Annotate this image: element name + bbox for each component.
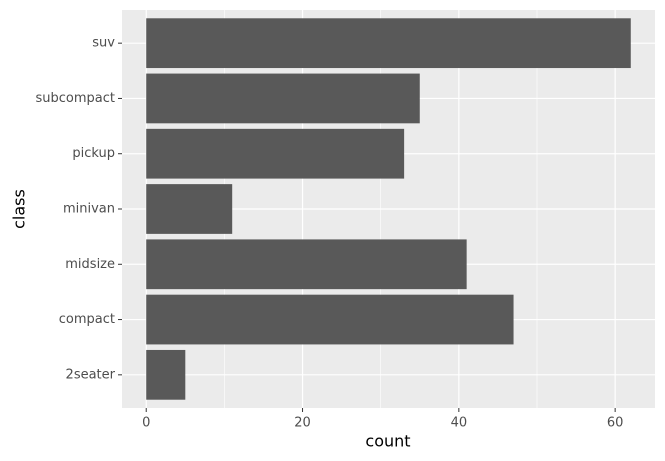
y-tick-label: 2seater (66, 367, 116, 382)
y-tick-label: midsize (65, 257, 115, 272)
x-tick-label: 20 (294, 416, 311, 431)
x-tick-label: 60 (607, 416, 624, 431)
bar (146, 184, 233, 234)
bar (146, 18, 631, 69)
x-tick-label: 40 (451, 416, 468, 431)
y-tick-label: minivan (63, 202, 115, 217)
y-tick-label: pickup (72, 146, 115, 161)
y-tick-label: compact (59, 312, 115, 327)
y-axis-title: class (10, 189, 29, 229)
bar (146, 349, 186, 400)
y-tick-label: subcompact (36, 91, 116, 106)
bar (146, 73, 420, 124)
bar (146, 239, 467, 290)
bar (146, 294, 514, 345)
bar (146, 128, 405, 179)
x-tick-label: 0 (142, 416, 150, 431)
y-tick-label: suv (92, 36, 115, 51)
x-axis-title: count (365, 432, 410, 451)
